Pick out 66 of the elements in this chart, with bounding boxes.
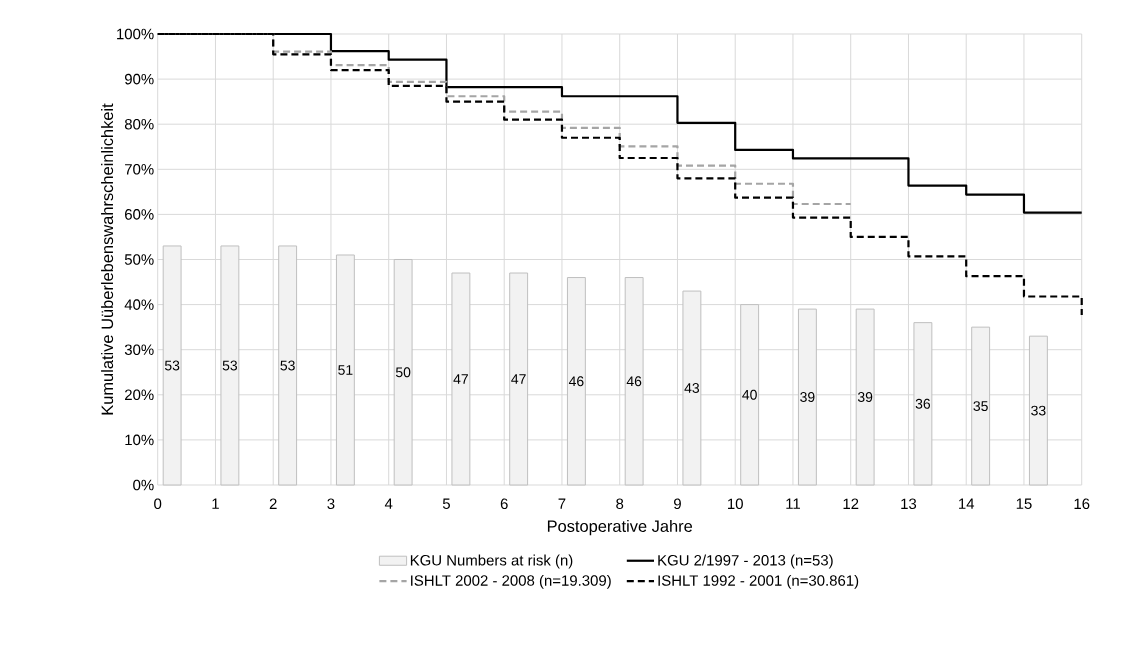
x-tick-label: 11: [786, 498, 800, 509]
bar: [855, 308, 875, 486]
y-tick-label: 20%: [125, 389, 154, 401]
x-tick-label: 7: [558, 498, 566, 509]
x-axis-title: Postoperative Jahre: [547, 519, 693, 536]
data-label: 53: [164, 360, 180, 371]
data-label: 35: [973, 401, 988, 412]
x-tick-label: 8: [616, 498, 624, 510]
bar: [278, 245, 298, 486]
x-tick-label: 14: [959, 498, 975, 509]
data-label: 53: [280, 360, 295, 371]
x-tick-label: 12: [843, 498, 859, 509]
bar: [162, 245, 182, 486]
x-tick-label: 5: [442, 498, 450, 509]
bar: [566, 277, 586, 486]
bar: [451, 272, 471, 486]
legend-label: ISHLT 2002 - 2008 (n=19.309): [411, 574, 611, 589]
bar: [971, 326, 991, 486]
x-tick-label: 0: [154, 498, 162, 510]
y-tick-label: 80%: [124, 118, 154, 130]
data-label: 39: [800, 392, 815, 402]
y-tick-label: 60%: [125, 209, 154, 220]
bar: [393, 259, 413, 486]
data-label: 46: [626, 376, 642, 387]
bar: [682, 290, 702, 486]
x-tick-label: 15: [1016, 498, 1032, 509]
data-label: 51: [338, 365, 353, 375]
data-label: 36: [915, 398, 931, 409]
data-label: 39: [857, 392, 873, 402]
y-axis-title: Kumulative Uüberlebenswahrscheinlichkeit: [101, 103, 114, 415]
x-tick-label: 13: [901, 498, 917, 510]
y-tick-label: 50%: [124, 254, 154, 265]
legend-label: KGU 2/1997 - 2013 (n=53): [658, 554, 833, 569]
x-tick-label: 4: [384, 498, 393, 509]
y-tick-label: 90%: [124, 73, 154, 85]
data-label: 40: [742, 389, 757, 400]
bar: [913, 322, 933, 486]
data-label: 43: [684, 383, 700, 393]
x-tick-label: 6: [500, 498, 508, 510]
x-tick-label: 1: [212, 498, 219, 509]
y-tick-label: 10%: [125, 434, 154, 446]
x-tick-label: 16: [1074, 498, 1090, 510]
data-label: 47: [511, 374, 526, 384]
y-tick-label: 0%: [133, 479, 154, 491]
y-tick-label: 100%: [117, 28, 154, 40]
data-label: 33: [1031, 405, 1046, 416]
y-tick-label: 70%: [125, 164, 154, 175]
bar: [797, 308, 817, 486]
bar: [220, 245, 240, 486]
x-tick-label: 9: [674, 498, 681, 510]
data-label: 53: [222, 360, 238, 371]
bar: [624, 277, 644, 486]
x-tick-label: 2: [269, 498, 277, 509]
bar: [335, 254, 355, 486]
bar: [740, 304, 760, 486]
data-label: 50: [395, 367, 411, 378]
y-tick-label: 30%: [124, 344, 154, 355]
y-tick-label: 40%: [124, 299, 154, 310]
bar: [509, 272, 529, 486]
legend-label: ISHLT 1992 - 2001 (n=30.861): [658, 574, 859, 589]
x-tick-label: 3: [327, 498, 335, 510]
bar: [1028, 335, 1048, 486]
legend-label: KGU Numbers at risk (n): [410, 554, 573, 569]
data-label: 46: [568, 376, 584, 387]
x-tick-label: 10: [728, 498, 743, 510]
data-label: 47: [453, 374, 468, 384]
